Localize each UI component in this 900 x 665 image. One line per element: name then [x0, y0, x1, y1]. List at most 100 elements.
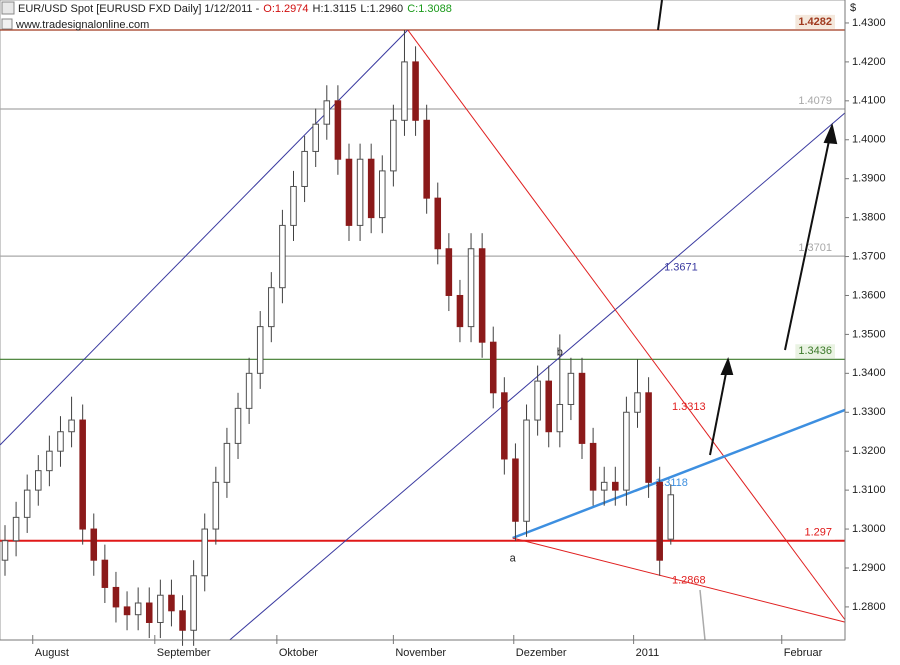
- x-tick-label: Februar: [784, 647, 823, 659]
- candle-body: [667, 494, 675, 540]
- trend-line-label: 1.3118: [655, 477, 688, 489]
- source-icon: [1, 18, 13, 30]
- x-tick-label: September: [157, 647, 211, 659]
- candle-body: [467, 248, 475, 328]
- candle-body: [600, 481, 608, 491]
- candle-body: [23, 489, 31, 518]
- x-tick-label: Dezember: [516, 647, 567, 659]
- candle-body: [57, 431, 64, 452]
- candle-body: [234, 407, 242, 444]
- candle-body: [412, 61, 419, 121]
- candle-body: [123, 606, 131, 616]
- y-tick-label: 1.3000: [852, 523, 886, 535]
- arrows: [657, 0, 838, 456]
- y-tick-label: 1.3100: [852, 484, 886, 496]
- ohlc-label: C:1.3088: [407, 3, 452, 15]
- drawn-line: [657, 0, 663, 31]
- candle-body: [556, 403, 564, 433]
- candle-body: [268, 287, 275, 328]
- candle-body: [545, 380, 552, 433]
- plot-area: [0, 0, 846, 641]
- level-label-bg: [795, 93, 835, 108]
- candle-body: [323, 100, 331, 125]
- candle-body: [478, 248, 486, 343]
- ohlc-label: O:1.2974: [263, 3, 308, 15]
- candle-body: [301, 150, 308, 187]
- level-label: 1.3701: [798, 242, 832, 254]
- x-tick-label: August: [35, 647, 69, 659]
- candle-layer: [1, 29, 675, 646]
- candle-body: [589, 442, 597, 491]
- candle-body: [279, 224, 286, 289]
- candle-body: [312, 123, 319, 152]
- candle-body: [623, 411, 630, 491]
- candle-body: [390, 119, 397, 172]
- ohlc-label: L:1.2960: [360, 3, 403, 15]
- candle-body: [212, 481, 220, 530]
- level-label: 1.3436: [798, 345, 832, 357]
- axis-layer: 1.2800 1.2900 1.3000 1.3100 1.3200 1.3300 1.34…: [0, 0, 886, 659]
- candle-body: [35, 470, 42, 491]
- y-tick-label: 1.4000: [852, 134, 886, 146]
- candle-body: [145, 602, 153, 623]
- candle-body: [290, 185, 297, 226]
- candle-body: [223, 442, 231, 483]
- trend-line: [512, 537, 846, 623]
- trend-line: [512, 408, 846, 540]
- candle-body: [534, 380, 541, 421]
- chart-title: EUR/USD Spot [EURUSD FXD Daily] 1/12/201…: [18, 3, 260, 15]
- y-tick-label: 1.4100: [852, 95, 886, 107]
- candle-body: [256, 326, 264, 374]
- arrow-head: [823, 122, 838, 145]
- candle-body: [190, 575, 197, 631]
- x-tick-label: November: [395, 647, 446, 659]
- trend-line-label: 1.3671: [664, 262, 698, 274]
- header-icon: [1, 1, 15, 15]
- candle-body: [656, 481, 663, 561]
- candle-body: [401, 61, 408, 121]
- ohlc-label: H:1.3115: [313, 3, 357, 15]
- y-tick-label: 1.3900: [852, 173, 886, 185]
- candle-body: [245, 372, 253, 409]
- level-label-bg: [795, 344, 835, 359]
- arrow: [709, 367, 728, 456]
- candle-body: [645, 392, 652, 483]
- y-tick-label: 1.3500: [852, 328, 886, 340]
- y-tick-label: 1.4300: [852, 17, 886, 29]
- candle-body: [90, 528, 98, 561]
- candle-body: [612, 481, 619, 491]
- candle-body: [523, 419, 530, 522]
- candle-body: [356, 158, 364, 226]
- level-label: 1.297: [804, 527, 832, 539]
- candle-body: [157, 594, 164, 623]
- candle-body: [634, 392, 641, 413]
- candle-body: [79, 419, 86, 530]
- y-tick-label: 1.2900: [852, 562, 886, 574]
- x-tick-label: 2011: [636, 647, 660, 659]
- y-tick-label: 1.2800: [852, 601, 886, 613]
- trend-line-label: 1.2868: [672, 574, 706, 586]
- y-tick-label: 1.3700: [852, 250, 886, 262]
- arrow: [784, 135, 831, 351]
- candle-body: [12, 516, 20, 542]
- candle-body: [46, 450, 53, 472]
- candle-body: [101, 559, 109, 588]
- candle-body: [201, 528, 209, 577]
- trend-line: [0, 29, 409, 446]
- candle-body: [434, 197, 442, 250]
- arrow-head: [720, 357, 734, 375]
- source: www.tradesignalonline.com: [15, 19, 149, 31]
- candle-body: [68, 419, 75, 433]
- candle-body: [168, 594, 175, 612]
- y-tick-label: 1.3200: [852, 445, 886, 457]
- level-label: 1.4079: [798, 95, 832, 107]
- candle-body: [1, 540, 9, 561]
- candle-body: [367, 158, 375, 219]
- axis-unit: $: [850, 2, 856, 14]
- trend-line-label: 1.3313: [672, 401, 706, 413]
- header: EUR/USD Spot [EURUSD FXD Daily] 1/12/201…: [1, 1, 260, 31]
- candle-body: [345, 158, 353, 226]
- candle-body: [567, 372, 575, 405]
